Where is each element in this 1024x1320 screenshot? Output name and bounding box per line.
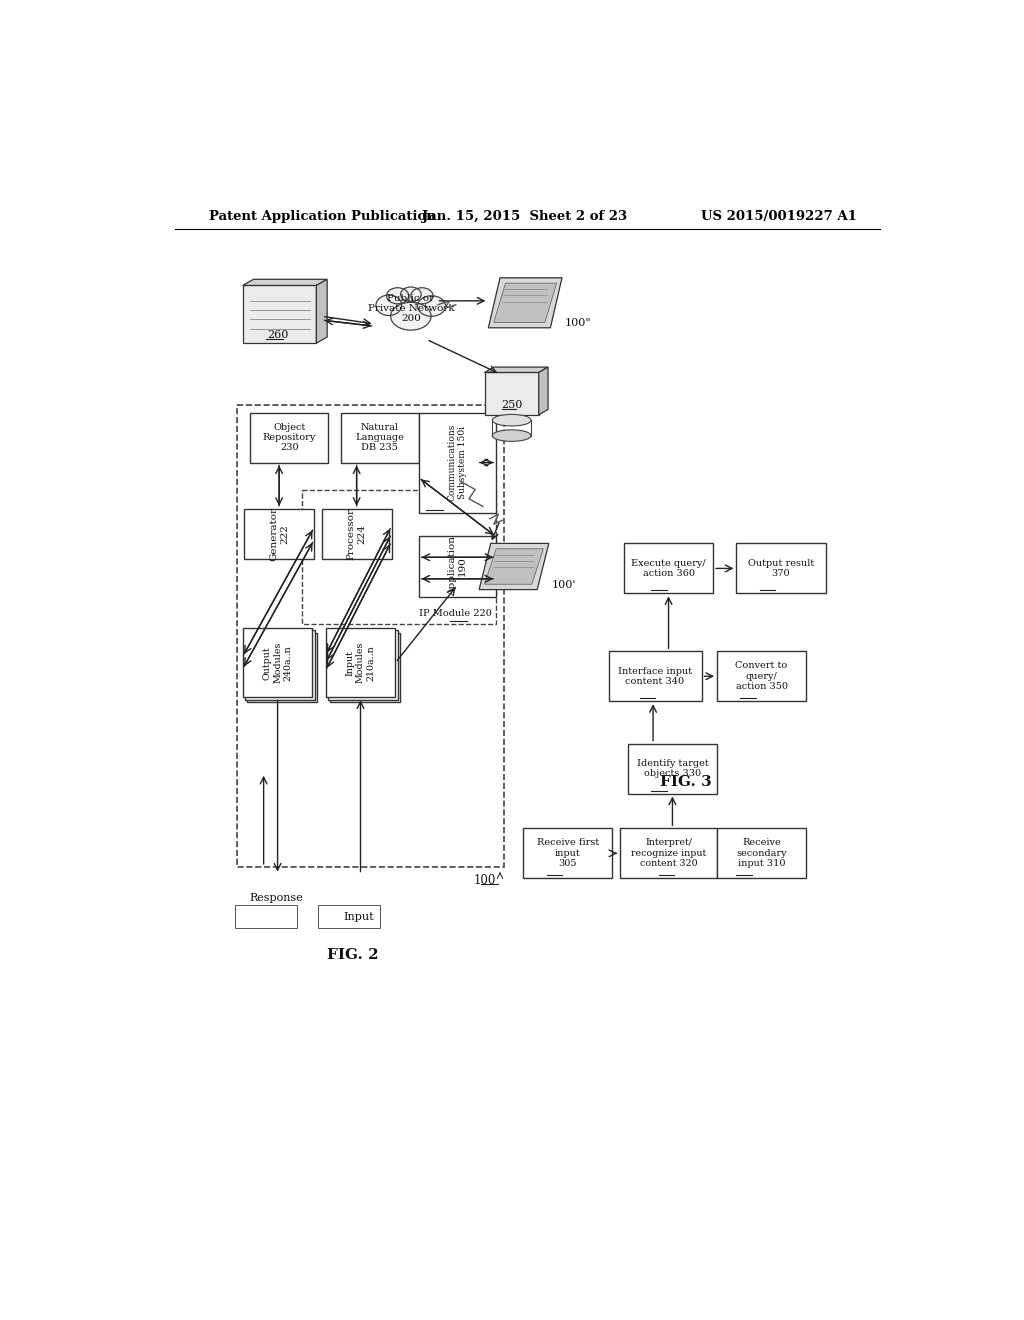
Text: Receive
secondary
input 310: Receive secondary input 310	[736, 838, 786, 869]
Bar	[234, 906, 297, 928]
Text: Output
Modules
240a..n: Output Modules 240a..n	[263, 642, 293, 684]
Bar	[717, 829, 806, 878]
Bar	[621, 829, 717, 878]
Text: FIG. 2: FIG. 2	[327, 948, 379, 962]
Text: 100: 100	[474, 874, 496, 887]
Text: 260: 260	[267, 330, 289, 341]
Polygon shape	[488, 277, 562, 327]
Bar	[317, 906, 380, 928]
Bar	[251, 412, 328, 462]
Text: Object
Repository
230: Object Repository 230	[262, 422, 315, 453]
Text: Input: Input	[344, 912, 374, 921]
Text: 250: 250	[501, 400, 522, 409]
Text: 100': 100'	[551, 579, 575, 590]
Ellipse shape	[411, 288, 433, 304]
Text: Input
Modules
210a..n: Input Modules 210a..n	[346, 642, 376, 684]
Bar	[419, 536, 496, 597]
Ellipse shape	[493, 430, 531, 441]
Ellipse shape	[376, 296, 401, 315]
Text: Receive first
input
305: Receive first input 305	[537, 838, 599, 869]
Ellipse shape	[493, 414, 531, 426]
Bar	[331, 632, 400, 702]
Polygon shape	[479, 544, 549, 590]
Bar	[328, 631, 397, 700]
Text: Output result
370: Output result 370	[748, 558, 814, 578]
Bar	[419, 412, 496, 512]
Text: Identify target
objects 330: Identify target objects 330	[637, 759, 709, 779]
Text: Convert to
query/
action 350: Convert to query/ action 350	[735, 661, 787, 692]
Text: IP Module 220: IP Module 220	[420, 609, 493, 618]
Text: Public or
Private Network
200: Public or Private Network 200	[368, 293, 455, 323]
Ellipse shape	[418, 296, 445, 317]
Text: Generator
222: Generator 222	[269, 507, 289, 561]
Bar	[624, 544, 713, 594]
Text: Response: Response	[249, 892, 303, 903]
Text: Interface input
content 340: Interface input content 340	[617, 667, 692, 686]
Text: US 2015/0019227 A1: US 2015/0019227 A1	[700, 210, 856, 223]
Bar	[326, 628, 395, 697]
Ellipse shape	[400, 286, 421, 302]
Polygon shape	[494, 284, 557, 322]
Bar	[628, 743, 717, 793]
Text: Interpret/
recognize input
content 320: Interpret/ recognize input content 320	[631, 838, 707, 869]
Polygon shape	[316, 280, 328, 343]
Bar	[736, 544, 825, 594]
Text: Execute query/
action 360: Execute query/ action 360	[631, 558, 706, 578]
Bar	[608, 651, 701, 701]
Bar	[717, 651, 806, 701]
Polygon shape	[243, 280, 328, 285]
Bar	[302, 490, 496, 624]
Bar	[523, 829, 612, 878]
Polygon shape	[484, 372, 539, 414]
Text: Processor
224: Processor 224	[347, 508, 367, 560]
Text: 100": 100"	[564, 318, 591, 327]
Polygon shape	[484, 367, 548, 372]
Bar	[245, 631, 314, 700]
Bar	[237, 405, 504, 867]
Text: Application
190: Application 190	[447, 536, 467, 597]
Polygon shape	[484, 549, 544, 585]
Bar	[243, 628, 312, 697]
Text: Jan. 15, 2015  Sheet 2 of 23: Jan. 15, 2015 Sheet 2 of 23	[422, 210, 628, 223]
Ellipse shape	[387, 288, 409, 304]
Text: FIG. 3: FIG. 3	[660, 775, 712, 789]
Text: Patent Application Publication: Patent Application Publication	[209, 210, 436, 223]
Ellipse shape	[390, 302, 431, 330]
Text: Communications
Subsystem 150i: Communications Subsystem 150i	[447, 424, 467, 502]
Bar	[245, 508, 314, 558]
Bar	[322, 508, 391, 558]
Polygon shape	[539, 367, 548, 414]
Text: Natural
Language
DB 235: Natural Language DB 235	[355, 422, 404, 453]
Polygon shape	[243, 285, 316, 343]
Bar	[248, 632, 317, 702]
Bar	[341, 412, 419, 462]
